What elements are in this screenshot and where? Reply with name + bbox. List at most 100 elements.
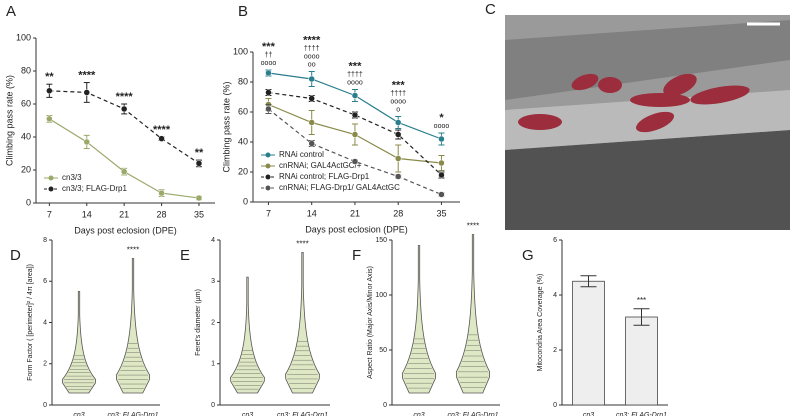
legend-label: cn3/3; FLAG-Drp1 (62, 184, 127, 193)
mitochondrion (663, 73, 697, 97)
legend-label: cnRNAi; GAL4ActGC/+ (279, 161, 362, 170)
data-point (394, 173, 402, 180)
legend-marker (265, 163, 271, 169)
violin (61, 291, 97, 394)
significance: **** (303, 34, 321, 46)
x-axis-label: Days post eclosion (DPE) (305, 224, 408, 234)
x-tick-label: cn3; FLAG-Drp1 (108, 412, 159, 416)
image-band (505, 130, 790, 230)
data-point (265, 105, 272, 113)
y-tick-label: 0 (553, 402, 557, 409)
y-axis-label: Climbing pass rate (%) (4, 75, 14, 166)
x-tick-label: 14 (82, 209, 92, 219)
significance: **** (153, 124, 171, 136)
x-tick-label: 28 (157, 209, 167, 219)
y-tick-label: 0 (383, 402, 387, 409)
micrograph (505, 15, 790, 230)
y-tick-label: 80 (238, 76, 248, 86)
significance: †††† (390, 90, 406, 97)
significance: ** (45, 71, 54, 83)
x-tick-label: 28 (393, 208, 403, 218)
data-point (265, 69, 272, 77)
data-point (394, 155, 402, 162)
x-tick-label: cn3; FLAG-Drp1 (448, 412, 499, 416)
significance: oooo (390, 98, 406, 105)
data-point (265, 89, 272, 96)
y-tick-label: 0 (243, 196, 248, 206)
legend-label: cn3/3 (62, 173, 82, 182)
significance: oooo (347, 79, 363, 86)
significance: †††† (304, 45, 320, 52)
y-axis-label: Climbing pass rate (%) (221, 81, 231, 172)
legend-marker (265, 174, 271, 180)
y-tick-label: 60 (238, 106, 248, 116)
data-point (438, 159, 445, 167)
data-point (308, 119, 315, 126)
y-tick-label: 2 (211, 319, 215, 326)
significance: †† (265, 52, 273, 59)
y-tick-label: 4 (211, 237, 215, 244)
data-point (158, 189, 165, 197)
x-tick-label: cn3 (413, 412, 424, 416)
y-tick-label: 100 (16, 32, 31, 42)
data-point (120, 105, 128, 113)
significance: oooo (434, 123, 450, 130)
data-point (83, 89, 91, 96)
data-point (351, 92, 359, 99)
y-tick-label: 6 (553, 237, 557, 244)
data-point (158, 135, 165, 142)
panel-letter: A (6, 3, 16, 20)
y-tick-label: 2 (43, 361, 47, 368)
legend-marker (265, 152, 271, 158)
x-tick-label: 14 (307, 208, 317, 218)
y-tick-label: 8 (43, 237, 47, 244)
y-axis-label: Aspect Ratio (Major Axis/Minor Axis) (367, 266, 374, 379)
data-point (308, 75, 315, 83)
data-point (351, 131, 359, 138)
y-tick-label: 100 (375, 292, 387, 299)
legend-marker (265, 185, 271, 191)
mitochondrion (518, 114, 562, 130)
panel-letter: F (352, 247, 361, 264)
significance: o (396, 106, 400, 113)
y-tick-label: 100 (233, 46, 248, 56)
significance: oooo (261, 60, 277, 67)
significance: **** (78, 69, 96, 81)
series-line (268, 91, 442, 176)
x-tick-label: 35 (436, 208, 446, 218)
y-tick-label: 60 (21, 98, 31, 108)
x-tick-label: 21 (350, 208, 360, 218)
significance: oo (308, 61, 316, 68)
violin (230, 276, 265, 394)
significance: **** (467, 222, 479, 231)
y-tick-label: 4 (43, 319, 47, 326)
data-point (46, 87, 53, 95)
panel-letter: C (485, 1, 496, 18)
legend-label: cnRNAi; FLAG-Drp1/ GAL4ActGC (279, 183, 400, 192)
significance: *** (262, 41, 276, 53)
x-tick-label: cn3; FLAG-Drp1 (616, 412, 667, 416)
significance: * (439, 112, 444, 124)
y-tick-label: 20 (21, 164, 31, 174)
violin (401, 245, 437, 394)
x-tick-label: cn3 (242, 412, 253, 416)
panel-letter: B (238, 3, 248, 20)
data-point (438, 135, 445, 143)
significance: ** (195, 147, 204, 159)
y-tick-label: 6 (43, 278, 47, 285)
x-tick-label: 7 (266, 208, 271, 218)
mitochondrion (598, 77, 622, 93)
y-tick-label: 150 (375, 237, 387, 244)
y-tick-label: 3 (211, 278, 215, 285)
y-tick-label: 40 (238, 136, 248, 146)
violin (455, 234, 491, 394)
y-axis-label: Feret's diameter (µm) (195, 289, 202, 356)
data-point (394, 119, 402, 126)
mitochondrion (690, 85, 750, 105)
bar (625, 316, 658, 406)
significance: **** (296, 239, 308, 248)
violin (115, 258, 151, 394)
legend-marker (48, 186, 54, 192)
legend-label: RNAi control; FLAG-Drp1 (279, 172, 370, 181)
